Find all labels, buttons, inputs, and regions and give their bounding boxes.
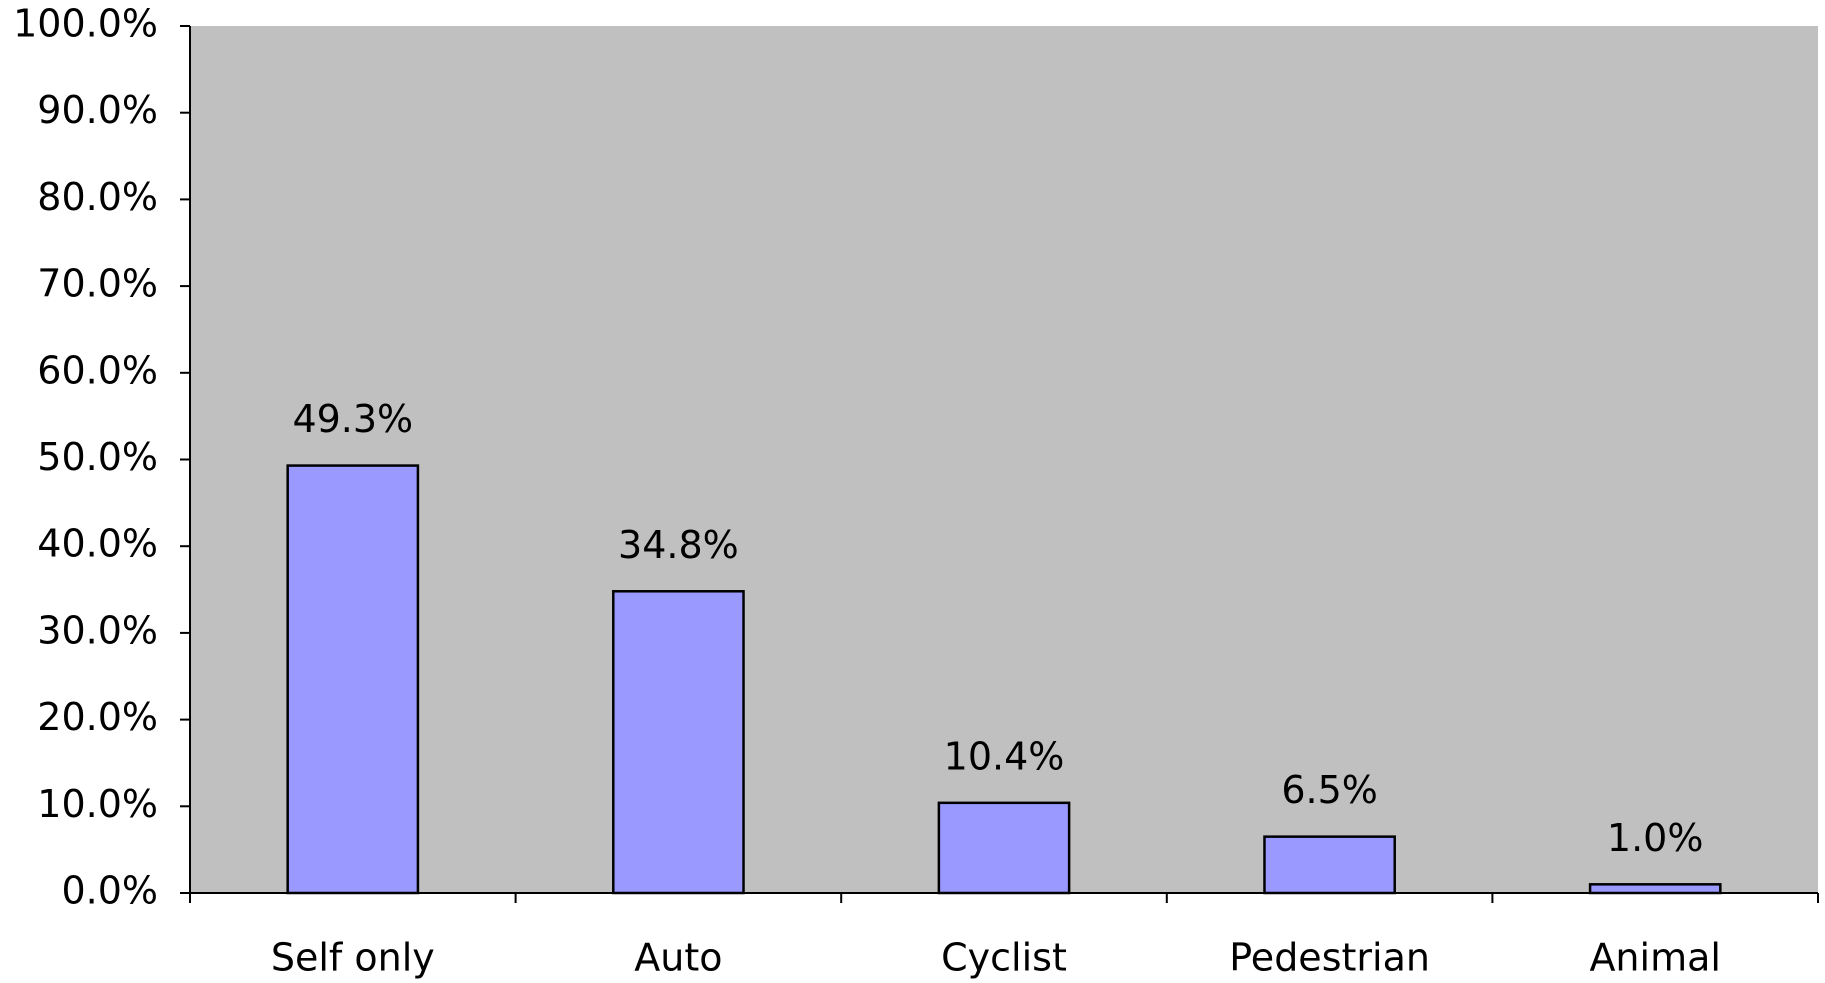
y-tick-label: 60.0% xyxy=(37,348,158,392)
y-tick-label: 0.0% xyxy=(61,869,158,913)
bar xyxy=(1263,835,1396,895)
x-tick-label: Auto xyxy=(634,936,722,980)
value-label: 1.0% xyxy=(1607,816,1704,860)
x-tick-label: Animal xyxy=(1589,936,1721,980)
x-tick-label: Cyclist xyxy=(941,936,1067,980)
y-tick-label: 20.0% xyxy=(37,695,158,739)
y-tick-label: 80.0% xyxy=(37,175,158,219)
value-label: 49.3% xyxy=(292,397,413,441)
x-tick-label: Self only xyxy=(271,936,435,980)
bar xyxy=(612,590,745,895)
y-tick-label: 100.0% xyxy=(13,2,158,46)
bar xyxy=(286,464,420,895)
y-tick-label: 30.0% xyxy=(37,608,158,652)
value-label: 6.5% xyxy=(1281,768,1378,812)
plot-area xyxy=(190,26,1818,893)
y-tick-label: 90.0% xyxy=(37,88,158,132)
y-tick-label: 40.0% xyxy=(37,522,158,566)
value-label: 34.8% xyxy=(618,523,739,567)
bar xyxy=(1588,883,1722,895)
y-tick-label: 50.0% xyxy=(37,435,158,479)
y-tick-label: 10.0% xyxy=(37,782,158,826)
value-label: 10.4% xyxy=(944,734,1065,778)
x-tick-label: Pedestrian xyxy=(1229,936,1430,980)
bar xyxy=(937,801,1071,895)
y-tick-label: 70.0% xyxy=(37,262,158,306)
